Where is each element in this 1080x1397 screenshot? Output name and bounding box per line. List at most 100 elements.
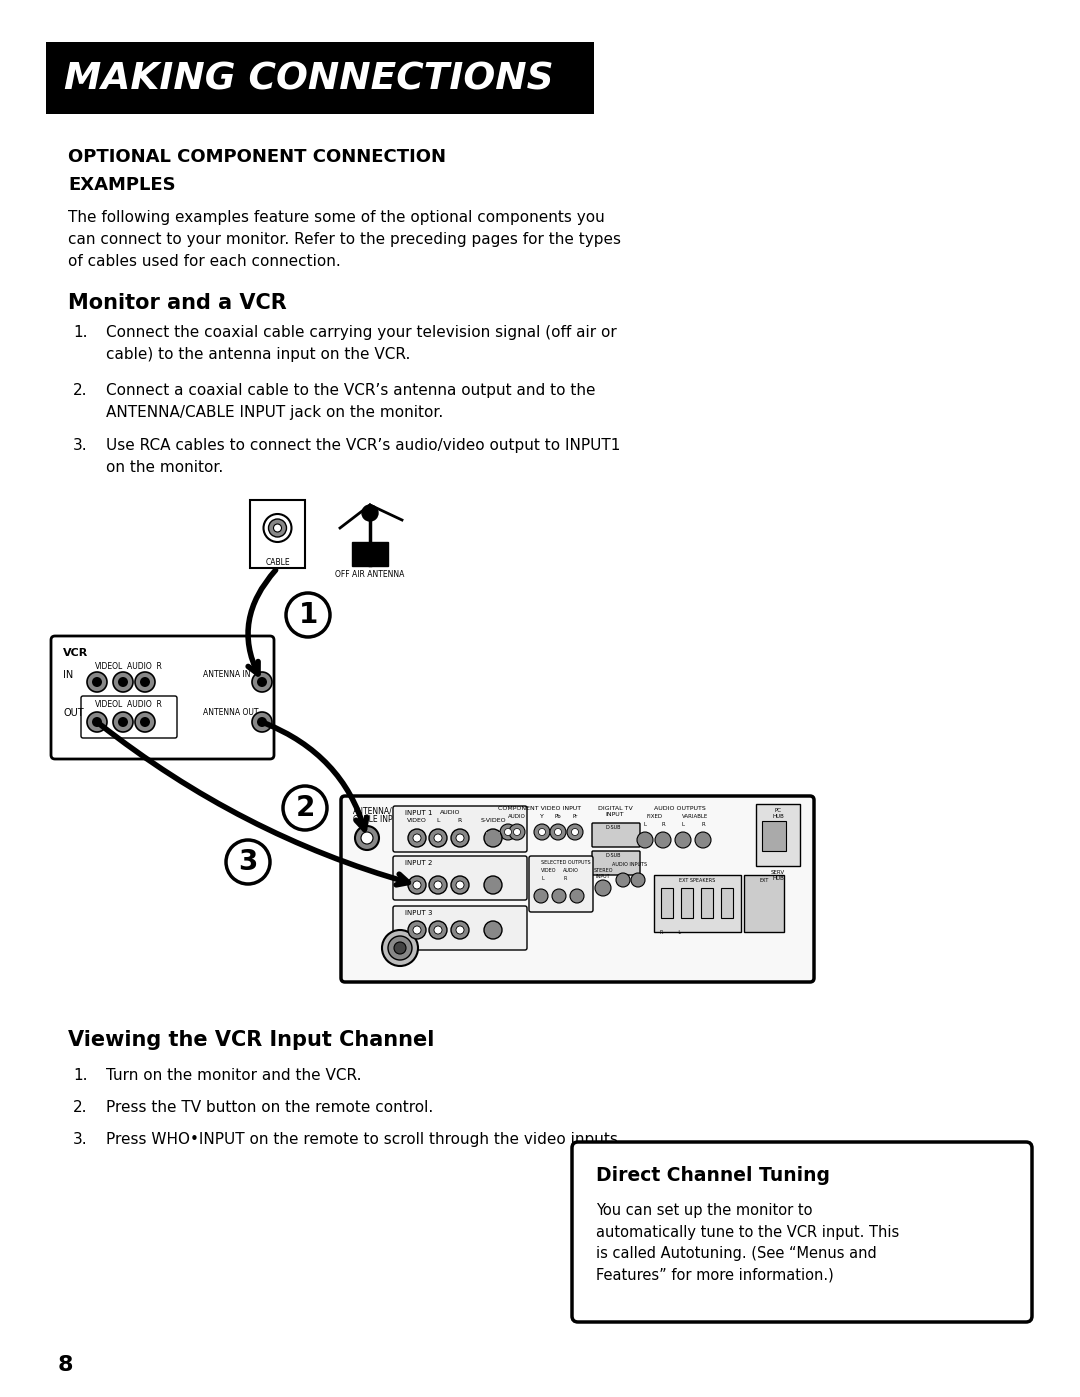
- Circle shape: [539, 828, 545, 835]
- Circle shape: [118, 678, 129, 687]
- Circle shape: [135, 672, 156, 692]
- Circle shape: [434, 834, 442, 842]
- Text: OUT: OUT: [63, 708, 83, 718]
- Text: POWER: POWER: [388, 951, 413, 958]
- FancyBboxPatch shape: [46, 42, 594, 115]
- Text: Y: Y: [540, 814, 544, 819]
- Text: Pr: Pr: [572, 814, 578, 819]
- FancyBboxPatch shape: [756, 805, 800, 866]
- Circle shape: [286, 592, 330, 637]
- Text: IN: IN: [63, 671, 73, 680]
- Circle shape: [434, 882, 442, 888]
- Circle shape: [269, 520, 286, 536]
- Text: Press the TV button on the remote control.: Press the TV button on the remote contro…: [106, 1099, 433, 1115]
- Text: D-SUB: D-SUB: [605, 854, 621, 858]
- Circle shape: [550, 824, 566, 840]
- Text: R          L: R L: [660, 930, 681, 935]
- Text: L: L: [644, 821, 647, 827]
- Text: COMPONENT VIDEO INPUT: COMPONENT VIDEO INPUT: [499, 806, 581, 812]
- Text: EXT: EXT: [759, 877, 769, 883]
- Circle shape: [252, 672, 272, 692]
- Text: You can set up the monitor to
automatically tune to the VCR input. This
is calle: You can set up the monitor to automatica…: [596, 1203, 900, 1282]
- Circle shape: [456, 882, 464, 888]
- Text: AUDIO INPUTS: AUDIO INPUTS: [612, 862, 648, 868]
- FancyBboxPatch shape: [661, 888, 673, 918]
- Text: VARIABLE: VARIABLE: [681, 814, 708, 819]
- Text: L: L: [681, 821, 685, 827]
- Circle shape: [567, 824, 583, 840]
- FancyBboxPatch shape: [721, 888, 733, 918]
- FancyBboxPatch shape: [529, 856, 593, 912]
- Text: Pb: Pb: [555, 814, 562, 819]
- Text: SELECTED OUTPUTS: SELECTED OUTPUTS: [541, 861, 591, 865]
- Text: PC
HUB: PC HUB: [772, 807, 784, 819]
- FancyArrowPatch shape: [248, 570, 275, 673]
- FancyBboxPatch shape: [486, 833, 500, 842]
- Circle shape: [654, 833, 671, 848]
- Text: VIDEO: VIDEO: [95, 662, 119, 671]
- Text: INPUT 3: INPUT 3: [405, 909, 432, 916]
- Text: ANTENNA OUT: ANTENNA OUT: [203, 708, 258, 717]
- Circle shape: [554, 828, 562, 835]
- Text: OPTIONAL COMPONENT CONNECTION: OPTIONAL COMPONENT CONNECTION: [68, 148, 446, 166]
- Circle shape: [273, 524, 282, 532]
- Circle shape: [616, 873, 630, 887]
- Text: Connect a coaxial cable to the VCR’s antenna output and to the
ANTENNA/CABLE INP: Connect a coaxial cable to the VCR’s ant…: [106, 383, 595, 420]
- Circle shape: [408, 876, 426, 894]
- Circle shape: [696, 833, 711, 848]
- Circle shape: [394, 942, 406, 954]
- Text: Connect the coaxial cable carrying your television signal (off air or
cable) to : Connect the coaxial cable carrying your …: [106, 326, 617, 362]
- Circle shape: [534, 824, 550, 840]
- Circle shape: [118, 717, 129, 726]
- Text: ANTENNA IN: ANTENNA IN: [203, 671, 251, 679]
- Circle shape: [382, 930, 418, 965]
- FancyBboxPatch shape: [341, 796, 814, 982]
- Text: Monitor and a VCR: Monitor and a VCR: [68, 293, 287, 313]
- Text: 3.: 3.: [73, 1132, 87, 1147]
- Text: AUDIO: AUDIO: [508, 814, 526, 819]
- Text: L: L: [436, 819, 440, 823]
- Circle shape: [451, 876, 469, 894]
- Text: CABLE: CABLE: [266, 557, 289, 567]
- Text: Turn on the monitor and the VCR.: Turn on the monitor and the VCR.: [106, 1067, 362, 1083]
- Text: VIDEO: VIDEO: [95, 700, 119, 710]
- Text: SERV
HUB: SERV HUB: [771, 870, 785, 880]
- Circle shape: [257, 717, 267, 726]
- Text: INPUT 1: INPUT 1: [405, 810, 432, 816]
- Circle shape: [571, 828, 579, 835]
- Text: S-VIDEO: S-VIDEO: [481, 819, 505, 823]
- Text: OFF AIR ANTENNA: OFF AIR ANTENNA: [335, 570, 405, 578]
- Circle shape: [408, 828, 426, 847]
- Circle shape: [388, 936, 411, 960]
- Circle shape: [500, 824, 516, 840]
- Circle shape: [135, 712, 156, 732]
- FancyBboxPatch shape: [654, 875, 741, 932]
- Text: Press WHO•INPUT on the remote to scroll through the video inputs.: Press WHO•INPUT on the remote to scroll …: [106, 1132, 623, 1147]
- Circle shape: [484, 828, 502, 847]
- Text: 1.: 1.: [73, 326, 87, 339]
- Text: 2.: 2.: [73, 1099, 87, 1115]
- Circle shape: [92, 678, 102, 687]
- Circle shape: [552, 888, 566, 902]
- Circle shape: [283, 787, 327, 830]
- Text: Viewing the VCR Input Channel: Viewing the VCR Input Channel: [68, 1030, 434, 1051]
- Circle shape: [509, 824, 525, 840]
- Circle shape: [226, 840, 270, 884]
- Text: VIDEO: VIDEO: [541, 868, 556, 873]
- Circle shape: [140, 717, 150, 726]
- Text: 2.: 2.: [73, 383, 87, 398]
- FancyBboxPatch shape: [592, 851, 640, 875]
- Circle shape: [637, 833, 653, 848]
- FancyBboxPatch shape: [393, 907, 527, 950]
- Circle shape: [87, 712, 107, 732]
- Circle shape: [362, 504, 378, 521]
- Text: 8: 8: [58, 1355, 73, 1375]
- FancyBboxPatch shape: [249, 500, 305, 569]
- Text: AUDIO: AUDIO: [440, 810, 460, 814]
- Text: 3.: 3.: [73, 439, 87, 453]
- Text: L: L: [541, 876, 543, 882]
- Circle shape: [631, 873, 645, 887]
- Text: R: R: [563, 876, 566, 882]
- Circle shape: [513, 828, 521, 835]
- Text: DIGITAL TV
INPUT: DIGITAL TV INPUT: [597, 806, 633, 817]
